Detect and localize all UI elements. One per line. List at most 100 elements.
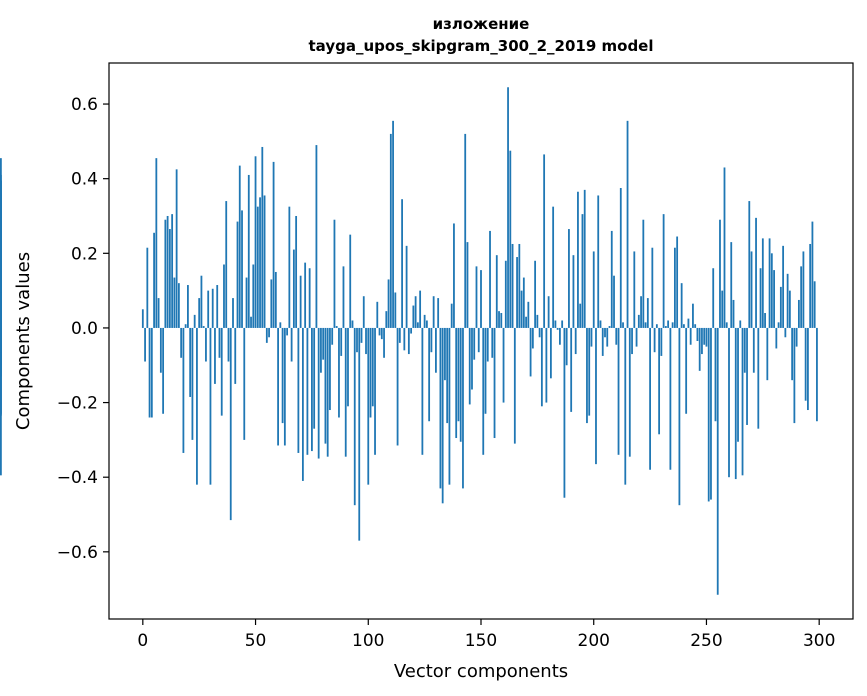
bar — [272, 161, 275, 328]
bar — [387, 279, 390, 328]
bar — [430, 327, 433, 353]
bar — [678, 327, 681, 506]
bar — [419, 290, 422, 328]
bar — [455, 327, 458, 439]
bar — [739, 320, 742, 328]
bar — [477, 327, 480, 353]
bar — [664, 326, 667, 328]
bar — [369, 327, 372, 418]
bar — [428, 327, 431, 422]
bar — [211, 288, 214, 328]
bar — [513, 327, 516, 444]
bar — [608, 326, 611, 328]
bar — [320, 327, 322, 373]
bar — [0, 327, 2, 353]
y-tick-label: −0.2 — [57, 394, 98, 414]
bar — [157, 298, 160, 328]
bar — [254, 156, 257, 328]
x-axis-ticks: 0 50 100 150 200 250 300 — [137, 619, 835, 651]
bar — [252, 264, 255, 328]
bar — [728, 327, 730, 478]
bars-layer — [0, 87, 818, 595]
bar — [349, 234, 352, 328]
bar — [398, 327, 401, 343]
bar — [256, 206, 259, 328]
bar — [556, 327, 559, 330]
bar — [719, 219, 721, 328]
bar — [757, 327, 760, 429]
bar — [662, 214, 665, 328]
bar — [412, 305, 415, 328]
bar — [687, 318, 690, 328]
bar — [480, 270, 482, 328]
bar — [268, 327, 270, 338]
bar — [802, 251, 805, 328]
bar — [0, 217, 2, 328]
bar — [236, 221, 239, 328]
bar — [705, 327, 708, 347]
bar — [498, 311, 500, 328]
bar — [649, 327, 651, 470]
bar — [360, 327, 363, 343]
bar — [468, 327, 471, 405]
bar — [335, 326, 338, 328]
bar — [531, 327, 534, 349]
bar — [554, 320, 557, 328]
bar — [658, 327, 661, 435]
bar — [667, 320, 670, 328]
y-tick-label: 0.0 — [71, 319, 98, 339]
bar — [791, 327, 794, 381]
bar — [329, 327, 331, 411]
bar — [286, 327, 289, 336]
bar — [371, 327, 374, 407]
y-tick-label: 0.6 — [71, 95, 98, 115]
bar — [561, 320, 564, 328]
bar — [471, 327, 473, 390]
bar — [741, 327, 744, 476]
bar — [522, 277, 525, 328]
bar — [565, 327, 568, 366]
bar — [809, 243, 812, 328]
bar — [766, 327, 769, 381]
bar — [491, 327, 494, 358]
bar — [367, 327, 370, 485]
bar — [698, 327, 701, 371]
bar — [322, 327, 325, 360]
bar — [317, 327, 320, 459]
bar — [615, 327, 618, 345]
bar — [155, 158, 158, 328]
bar — [362, 296, 365, 328]
bar — [734, 327, 737, 480]
bar — [619, 188, 622, 328]
bar — [462, 327, 464, 489]
bar — [694, 324, 697, 328]
x-tick-label: 300 — [803, 631, 835, 651]
bar — [277, 327, 279, 446]
bar — [439, 327, 442, 489]
x-tick-label: 100 — [352, 631, 384, 651]
bar — [191, 327, 194, 440]
bar — [529, 327, 532, 377]
bar — [448, 327, 451, 485]
bar — [450, 303, 453, 328]
bar — [610, 230, 613, 328]
bar — [540, 327, 543, 407]
bar — [750, 251, 753, 328]
bar — [653, 327, 656, 353]
bar — [288, 206, 291, 328]
bar — [732, 299, 735, 328]
bar — [209, 327, 212, 485]
bar — [676, 236, 679, 328]
bar — [446, 327, 449, 424]
bar — [516, 257, 518, 328]
bar — [811, 221, 814, 328]
chart-title: изложение — [433, 15, 530, 33]
bar — [200, 275, 203, 328]
y-tick-label: 0.2 — [71, 244, 98, 264]
bar — [770, 253, 773, 328]
bar — [173, 277, 176, 328]
bar — [441, 327, 444, 504]
bar — [590, 327, 593, 347]
bar — [380, 327, 383, 340]
bar — [606, 327, 609, 347]
